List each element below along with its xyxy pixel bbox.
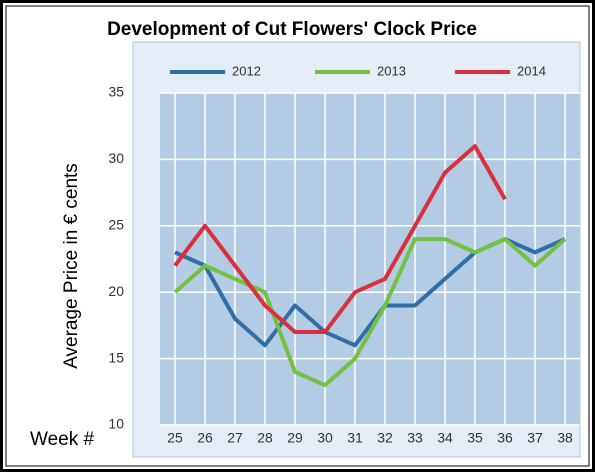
x-tick-label: 30 — [317, 430, 333, 446]
x-tick-label: 31 — [347, 430, 363, 446]
x-tick-label: 36 — [497, 430, 513, 446]
series-line — [173, 144, 507, 335]
x-tick-label: 29 — [287, 430, 303, 446]
y-tick-label: 10 — [108, 416, 124, 432]
legend-label: 2012 — [232, 63, 261, 78]
x-tick-label: 27 — [227, 430, 243, 446]
y-tick-label: 30 — [108, 150, 124, 166]
plot-area — [160, 93, 580, 425]
x-tick-label: 25 — [167, 430, 183, 446]
y-tick-label: 25 — [108, 217, 124, 233]
x-tick-label: 34 — [437, 430, 453, 446]
legend-label: 2014 — [517, 63, 546, 78]
x-tick-label: 35 — [467, 430, 483, 446]
chart-title: Development of Cut Flowers' Clock Price — [107, 19, 477, 40]
x-tick-label: 38 — [557, 430, 573, 446]
x-tick-label: 32 — [377, 430, 393, 446]
x-tick-label: 37 — [527, 430, 543, 446]
y-axis-label: Average Price in € cents — [61, 163, 82, 369]
x-tick-label: 33 — [407, 430, 423, 446]
y-tick-label: 35 — [108, 84, 124, 100]
y-tick-label: 15 — [108, 349, 124, 365]
y-tick-label: 20 — [108, 283, 124, 299]
inner-border — [5, 5, 590, 467]
x-tick-label: 26 — [197, 430, 213, 446]
series-line — [173, 237, 567, 388]
x-tick-label: 28 — [257, 430, 273, 446]
legend-label: 2013 — [377, 63, 406, 78]
x-axis-label: Week # — [30, 429, 95, 450]
